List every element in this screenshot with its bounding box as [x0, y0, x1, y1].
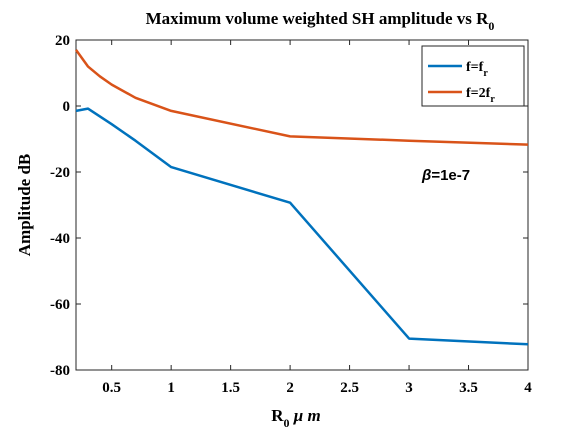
- legend-label-series-2: f=2fr: [466, 86, 495, 105]
- y-tick-labels: -80 -60 -40 -20 0 20: [50, 33, 70, 379]
- x-axis-label-rest: μ m: [290, 406, 321, 425]
- chart-title-subscript: 0: [488, 19, 494, 33]
- legend-label-series-1: f=fr: [466, 60, 488, 79]
- series-lines: [74, 49, 529, 346]
- legend-box: [421, 45, 525, 107]
- beta-annotation: β=1e-7: [421, 167, 470, 184]
- chart-title: Maximum volume weighted SH amplitude vs …: [146, 9, 495, 33]
- axis-ticks: [76, 39, 529, 371]
- series-line-1: [75, 107, 529, 346]
- y-axis-label: Amplitude dB: [15, 154, 34, 257]
- x-tick-label: 1: [167, 380, 175, 396]
- x-tick-label: 4: [524, 380, 532, 396]
- legend: f=fr f=2fr: [421, 45, 525, 107]
- y-tick-label: -80: [50, 363, 70, 379]
- x-axis-label-subscript: 0: [284, 416, 290, 430]
- chart-title-main: Maximum volume weighted SH amplitude vs …: [146, 9, 490, 28]
- y-tick-label: -20: [50, 165, 70, 181]
- x-axis-label-main: R: [271, 406, 284, 425]
- y-tick-label: 20: [55, 33, 70, 49]
- x-tick-label: 2: [286, 380, 294, 396]
- beta-symbol: β: [421, 167, 431, 184]
- plot-area: [75, 39, 529, 371]
- x-tick-labels: 0.5 1 1.5 2 2.5 3 3.5 4: [102, 380, 532, 396]
- x-axis-label: R0 μ m: [271, 406, 320, 430]
- beta-value: =1e-7: [431, 167, 470, 184]
- x-tick-label: 0.5: [102, 380, 121, 396]
- legend-label-series-2-main: f=2f: [466, 86, 491, 101]
- legend-label-series-1-main: f=f: [466, 60, 484, 75]
- legend-label-series-1-subscript: r: [483, 68, 488, 79]
- y-tick-label: 0: [63, 99, 71, 115]
- series-line-2: [74, 49, 529, 146]
- x-tick-label: 1.5: [221, 380, 240, 396]
- legend-label-series-2-subscript: r: [490, 94, 495, 105]
- x-tick-label: 2.5: [340, 380, 359, 396]
- x-tick-label: 3.5: [459, 380, 478, 396]
- x-tick-label: 3: [405, 380, 413, 396]
- y-tick-label: -60: [50, 297, 70, 313]
- y-tick-label: -40: [50, 231, 70, 247]
